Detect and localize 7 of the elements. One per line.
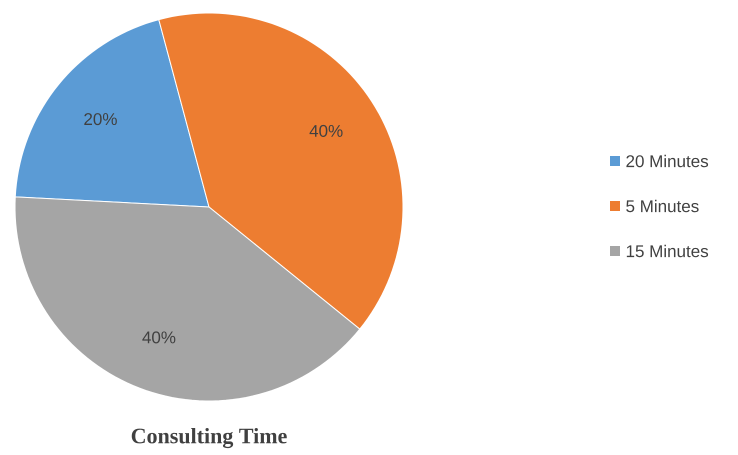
legend-label: 20 Minutes bbox=[626, 154, 708, 168]
legend-label: 15 Minutes bbox=[626, 244, 708, 258]
data-label: 40% bbox=[310, 124, 343, 137]
data-label: 40% bbox=[142, 331, 176, 344]
legend-label: 5 Minutes bbox=[626, 200, 699, 212]
data-label: 20% bbox=[84, 113, 117, 126]
text: Consulting Time bbox=[132, 428, 287, 448]
